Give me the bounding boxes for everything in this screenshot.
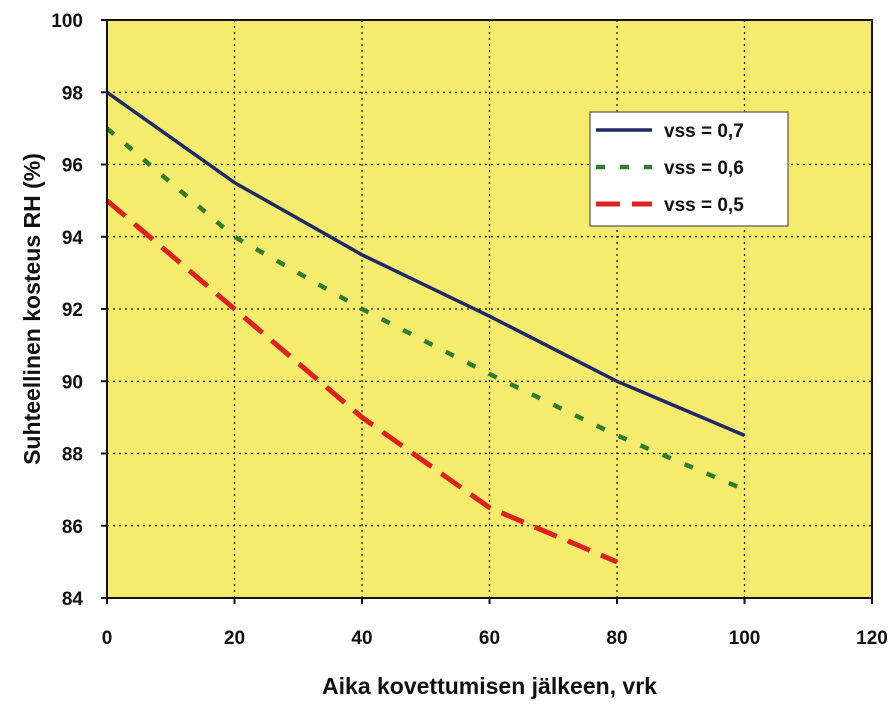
series-line-2 xyxy=(105,126,746,492)
y-tick-label: 100 xyxy=(51,11,83,32)
x-axis-ticks: 0 20 40 60 80 100 120 xyxy=(102,598,888,649)
y-tick-label: 86 xyxy=(62,517,83,538)
x-tick-label: 60 xyxy=(479,628,500,649)
x-tick-label: 100 xyxy=(729,628,761,649)
y-tick-label: 96 xyxy=(62,156,83,177)
x-tick-label: 80 xyxy=(606,628,627,649)
x-tick-label: 120 xyxy=(856,628,888,649)
y-tick-label: 84 xyxy=(62,589,84,610)
legend-label: vss = 0,5 xyxy=(664,195,744,216)
legend-label: vss = 0,7 xyxy=(664,121,744,142)
y-tick-label: 92 xyxy=(62,300,83,321)
x-axis-title: Aika kovettumisen jälkeen, vrk xyxy=(322,673,657,699)
legend: vss = 0,7 vss = 0,6 vss = 0,5 xyxy=(589,111,789,227)
legend-label: vss = 0,6 xyxy=(664,158,744,179)
y-tick-label: 88 xyxy=(62,445,83,466)
x-tick-label: 20 xyxy=(224,628,245,649)
series-line-1 xyxy=(105,90,746,438)
y-axis-ticks: 84 86 88 90 92 94 96 98 100 xyxy=(51,11,107,610)
x-tick-label: 0 xyxy=(102,628,113,649)
y-tick-label: 98 xyxy=(62,83,83,104)
series-line-3 xyxy=(105,198,618,565)
x-tick-label: 40 xyxy=(351,628,372,649)
y-tick-label: 90 xyxy=(62,372,83,393)
y-tick-label: 94 xyxy=(62,228,84,249)
y-axis-title: Suhteellinen kosteus RH (%) xyxy=(19,153,45,465)
series-layer xyxy=(105,90,746,565)
